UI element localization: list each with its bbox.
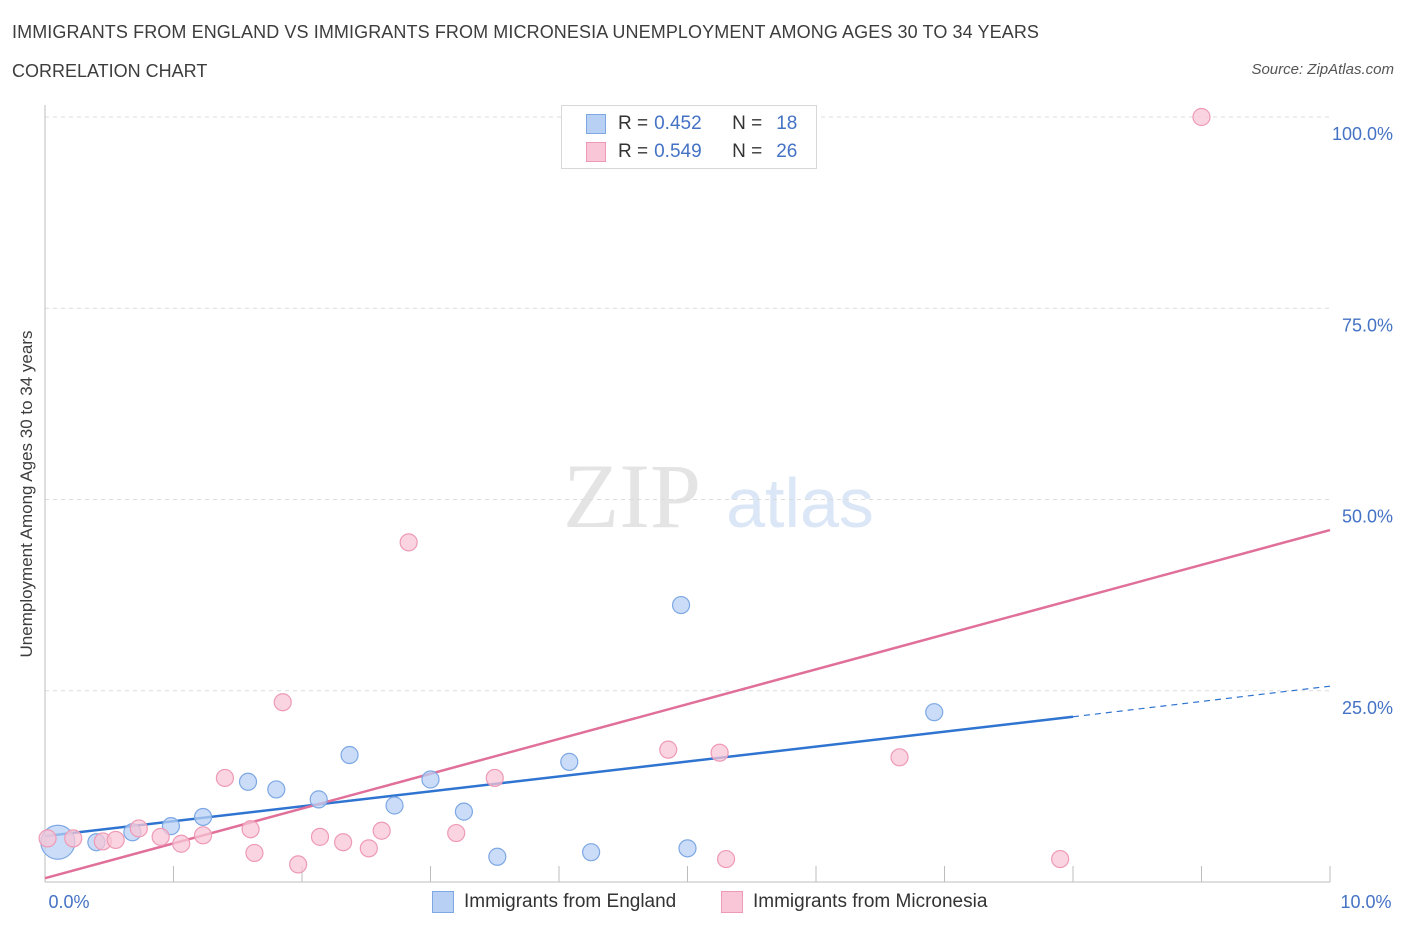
legend-item-micronesia: Immigrants from Micronesia: [721, 889, 987, 915]
micronesia-r-label: R =: [618, 141, 649, 162]
y-axis-label: Unemployment Among Ages 30 to 34 years: [17, 330, 36, 658]
england-point: [488, 847, 507, 866]
england-point: [582, 843, 601, 862]
y-tick-label: 75.0%: [1342, 315, 1393, 335]
england-r-label: R =: [618, 113, 649, 134]
micronesia-point: [273, 693, 292, 712]
micronesia-legend-label: Immigrants from Micronesia: [753, 891, 988, 912]
source-credit: Source: ZipAtlas.com: [1251, 61, 1394, 78]
micronesia-point: [399, 533, 418, 552]
micronesia-point: [193, 826, 213, 845]
micronesia-point: [447, 823, 466, 843]
micronesia-point: [710, 743, 729, 762]
x-tick-label-min: 0.0%: [48, 892, 89, 912]
legend-row-micronesia: R = 0.549 N = 26: [586, 140, 797, 164]
trend-lines: [44, 528, 1331, 880]
legend-row-england: R = 0.452 N = 18: [586, 112, 797, 136]
micronesia-point: [129, 819, 148, 838]
micronesia-swatch: [586, 142, 606, 162]
micronesia-point: [241, 820, 260, 839]
micronesia-point: [485, 768, 504, 788]
chart-subtitle: CORRELATION CHART: [12, 61, 208, 81]
england-point: [454, 802, 474, 821]
micronesia-point: [372, 821, 391, 840]
chart-title: IMMIGRANTS FROM ENGLAND VS IMMIGRANTS FR…: [12, 22, 1040, 42]
england-point: [267, 780, 286, 799]
england-legend-swatch: [432, 891, 454, 913]
micronesia-point: [1192, 107, 1211, 127]
micronesia-point: [106, 830, 125, 850]
micronesia-point: [659, 740, 678, 759]
england-swatch: [586, 114, 606, 134]
micronesia-point: [289, 855, 308, 874]
watermark-zip: ZIP: [563, 445, 701, 547]
micronesia-point: [1051, 849, 1070, 869]
england-point: [678, 839, 697, 858]
micronesia-point: [64, 829, 83, 848]
micronesia-point: [310, 827, 330, 846]
micronesia-point: [334, 833, 353, 852]
england-point: [421, 770, 440, 789]
micronesia-point: [215, 768, 234, 788]
legend-item-england: Immigrants from England: [432, 889, 676, 915]
england-point: [560, 752, 579, 771]
micronesia-trend-line: [44, 528, 1331, 880]
micronesia-n-value: 26: [776, 141, 798, 162]
england-n-label: N =: [732, 113, 763, 134]
stats-legend: R = 0.452 N = 18 R = 0.549 N = 26: [561, 105, 817, 169]
y-tick-label: 50.0%: [1342, 507, 1393, 527]
micronesia-point: [245, 843, 264, 863]
watermark: ZIP atlas: [563, 445, 874, 547]
micronesia-n-label: N =: [732, 141, 763, 162]
micronesia-point: [890, 748, 909, 767]
y-tick-label: 100.0%: [1332, 124, 1393, 144]
axes: [44, 105, 1331, 883]
england-point: [925, 703, 944, 722]
england-point: [340, 745, 359, 765]
y-tick-label: 25.0%: [1342, 698, 1393, 718]
watermark-atlas: atlas: [726, 464, 874, 542]
data-points: [38, 107, 1211, 874]
england-n-value: 18: [776, 113, 798, 134]
micronesia-legend-swatch: [721, 891, 743, 913]
micronesia-point: [38, 829, 57, 848]
england-point: [238, 772, 258, 791]
x-tick-label-max: 10.0%: [1340, 892, 1391, 912]
micronesia-point: [716, 849, 736, 869]
england-legend-label: Immigrants from England: [464, 891, 677, 912]
england-point: [309, 790, 328, 809]
micronesia-point: [151, 827, 170, 846]
england-r-value: 0.452: [654, 113, 702, 134]
england-point: [193, 807, 213, 827]
england-point: [671, 595, 691, 615]
micronesia-point: [359, 839, 378, 858]
micronesia-r-value: 0.549: [654, 141, 702, 162]
england-trend-line: [44, 715, 1074, 838]
tick-labels: 25.0% 50.0% 75.0% 100.0% 0.0% 10.0%: [48, 124, 1393, 912]
england-point: [385, 796, 404, 815]
micronesia-point: [172, 834, 191, 853]
